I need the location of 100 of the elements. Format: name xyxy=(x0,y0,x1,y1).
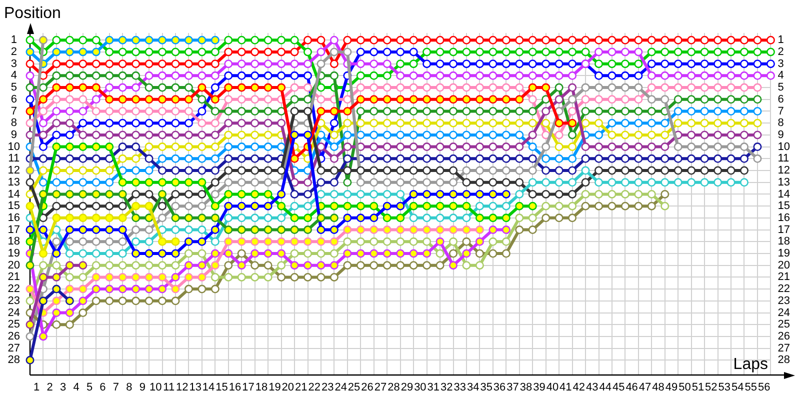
y-tick-label: 8 xyxy=(10,117,17,130)
y2-tick-label: 27 xyxy=(778,342,790,354)
y-tick-label: 6 xyxy=(10,93,17,106)
y2-tick-label: 8 xyxy=(778,117,784,130)
y-tick-label: 4 xyxy=(10,70,17,82)
x-tick-label: 31 xyxy=(427,382,440,394)
x-tick-label: 20 xyxy=(282,382,294,394)
x-tick-label: 49 xyxy=(665,382,678,394)
y2-tick-label: 18 xyxy=(778,236,790,248)
y2-tick-label: 15 xyxy=(778,200,790,212)
y-tick-label: 16 xyxy=(8,212,20,224)
y2-tick-label: 3 xyxy=(778,58,784,70)
x-tick-label: 12 xyxy=(176,382,188,394)
y-tick-label: 23 xyxy=(8,294,20,307)
y-tick-label: 11 xyxy=(8,152,20,165)
x-tick-label: 45 xyxy=(612,382,625,394)
y2-tick-label: 5 xyxy=(778,82,784,94)
y2-tick-label: 21 xyxy=(778,271,790,284)
y2-tick-label: 10 xyxy=(778,140,790,153)
x-tick-label: 56 xyxy=(758,382,770,394)
x-tick-label: 25 xyxy=(348,382,360,394)
y2-tick-label: 19 xyxy=(778,248,790,260)
y2-tick-label: 22 xyxy=(778,283,790,296)
x-tick-label: 4 xyxy=(73,382,80,394)
y2-tick-label: 23 xyxy=(778,294,790,307)
y-tick-label: 9 xyxy=(10,128,17,141)
y-tick-label: 26 xyxy=(8,330,20,343)
x-tick-label: 24 xyxy=(334,382,347,394)
x-tick-label: 9 xyxy=(139,382,146,394)
y2-tick-label: 28 xyxy=(778,354,790,366)
y-tick-label: 20 xyxy=(8,259,20,272)
y-tick-label: 27 xyxy=(8,342,20,354)
y2-tick-label: 6 xyxy=(778,93,784,106)
x-tick-label: 55 xyxy=(744,382,757,394)
y-tick-label: 19 xyxy=(8,248,20,260)
y2-tick-label: 20 xyxy=(778,259,790,272)
x-tick-label: 5 xyxy=(86,382,93,394)
x-tick-label: 3 xyxy=(60,382,66,394)
y-tick-label: 21 xyxy=(8,271,20,284)
x-tick-label: 30 xyxy=(414,382,426,394)
x-tick-label: 21 xyxy=(295,382,308,394)
x-tick-label: 23 xyxy=(321,382,334,394)
y2-tick-label: 13 xyxy=(778,176,790,188)
x-tick-label: 29 xyxy=(400,382,414,394)
x-tick-label: 50 xyxy=(678,382,691,394)
x-tick-label: 48 xyxy=(652,382,664,394)
x-tick-label: 47 xyxy=(638,382,652,394)
x-tick-label: 35 xyxy=(480,382,492,394)
x-tick-label: 22 xyxy=(308,382,320,394)
y-tick-label: 3 xyxy=(10,58,17,70)
x-tick-label: 18 xyxy=(255,382,268,394)
x-tick-label: 54 xyxy=(732,382,744,394)
x-tick-label: 32 xyxy=(440,382,453,394)
x-tick-label: 17 xyxy=(242,382,254,394)
y-axis-title: Position xyxy=(4,5,61,22)
x-tick-label: 14 xyxy=(202,382,215,394)
x-tick-label: 7 xyxy=(112,382,120,394)
x-tick-label: 51 xyxy=(692,382,704,394)
y-tick-label: 14 xyxy=(8,188,20,200)
x-tick-label: 37 xyxy=(506,382,519,394)
y-tick-label: 18 xyxy=(8,236,20,248)
x-tick-label: 16 xyxy=(228,382,242,394)
x-tick-label: 38 xyxy=(520,382,532,394)
x-tick-label: 27 xyxy=(374,382,387,394)
x-tick-label: 15 xyxy=(216,382,228,394)
x-tick-label: 40 xyxy=(546,382,559,394)
y2-tick-label: 7 xyxy=(778,105,784,118)
y2-tick-label: 4 xyxy=(778,70,784,82)
y-tick-label: 12 xyxy=(8,164,20,177)
y2-tick-label: 25 xyxy=(778,318,790,331)
x-tick-label: 33 xyxy=(454,382,466,394)
x-tick-label: 43 xyxy=(586,382,598,394)
y-tick-label: 15 xyxy=(8,200,20,212)
x-tick-label: 28 xyxy=(388,382,400,394)
y-tick-label: 22 xyxy=(8,283,20,296)
x-tick-label: 42 xyxy=(572,382,586,394)
x-tick-label: 19 xyxy=(268,382,281,394)
x-tick-label: 34 xyxy=(466,382,480,394)
x-tick-label: 8 xyxy=(126,382,132,394)
x-axis-title: Laps xyxy=(733,356,768,373)
x-tick-label: 13 xyxy=(189,382,202,394)
y-tick-label: 24 xyxy=(8,306,20,319)
y2-tick-label: 26 xyxy=(778,330,790,343)
x-tick-label: 46 xyxy=(626,382,638,394)
x-tick-label: 41 xyxy=(560,382,572,394)
y2-tick-label: 1 xyxy=(778,34,784,46)
y-tick-label: 10 xyxy=(8,140,20,153)
x-tick-label: 52 xyxy=(705,382,718,394)
x-tick-label: 6 xyxy=(100,382,106,394)
x-tick-label: 39 xyxy=(533,382,546,394)
x-tick-label: 36 xyxy=(493,382,506,394)
y2-tick-label: 24 xyxy=(778,306,790,319)
y-tick-label: 28 xyxy=(8,354,20,366)
y2-tick-label: 14 xyxy=(778,188,790,200)
y-tick-label: 7 xyxy=(10,105,17,118)
y2-tick-label: 9 xyxy=(778,128,784,141)
y2-tick-label: 17 xyxy=(778,224,790,236)
y-tick-label: 5 xyxy=(10,82,17,94)
y-tick-label: 2 xyxy=(10,46,17,58)
y2-tick-label: 2 xyxy=(778,46,784,58)
